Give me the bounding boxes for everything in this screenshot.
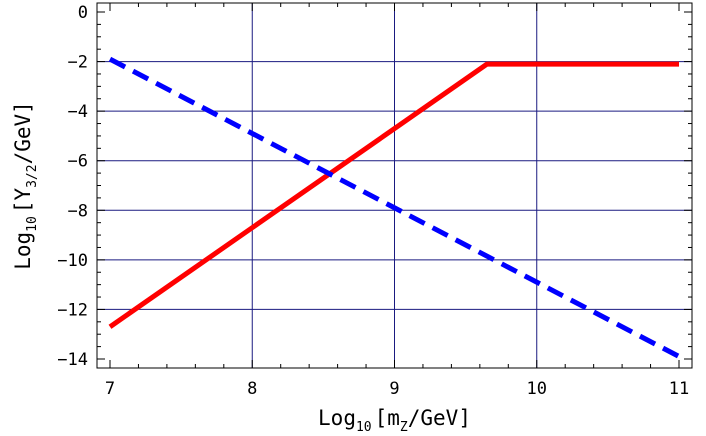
- y-tick-label: −6: [68, 152, 88, 172]
- x-tick-label: 9: [389, 379, 399, 399]
- y-tick-label: −10: [57, 251, 88, 271]
- x-tick-label: 11: [669, 379, 689, 399]
- y-tick-label: 0: [78, 3, 88, 23]
- y-tick-label: −4: [68, 102, 88, 122]
- y-tick-label: −8: [68, 201, 88, 221]
- ticks: [97, 3, 692, 368]
- grid-lines: [97, 3, 692, 368]
- y-tick-label: −14: [57, 350, 88, 370]
- x-tick-label: 10: [527, 379, 547, 399]
- dashed-blue-line: [108, 56, 681, 359]
- y-tick-label: −2: [68, 53, 88, 73]
- x-tick-label: 7: [105, 379, 115, 399]
- solid-red-line: [108, 61, 679, 329]
- y-axis-label: Log10[Y3/2/GeV]: [11, 101, 40, 270]
- data-series: [108, 56, 681, 359]
- tick-labels: 7 8 9 10 11 0 −2 −4 −6 −8 −10 −12 −14: [57, 3, 689, 399]
- y-tick-label: −12: [57, 300, 88, 320]
- x-tick-label: 8: [247, 379, 257, 399]
- x-axis-label: Log10 [mZ/GeV]: [318, 406, 471, 435]
